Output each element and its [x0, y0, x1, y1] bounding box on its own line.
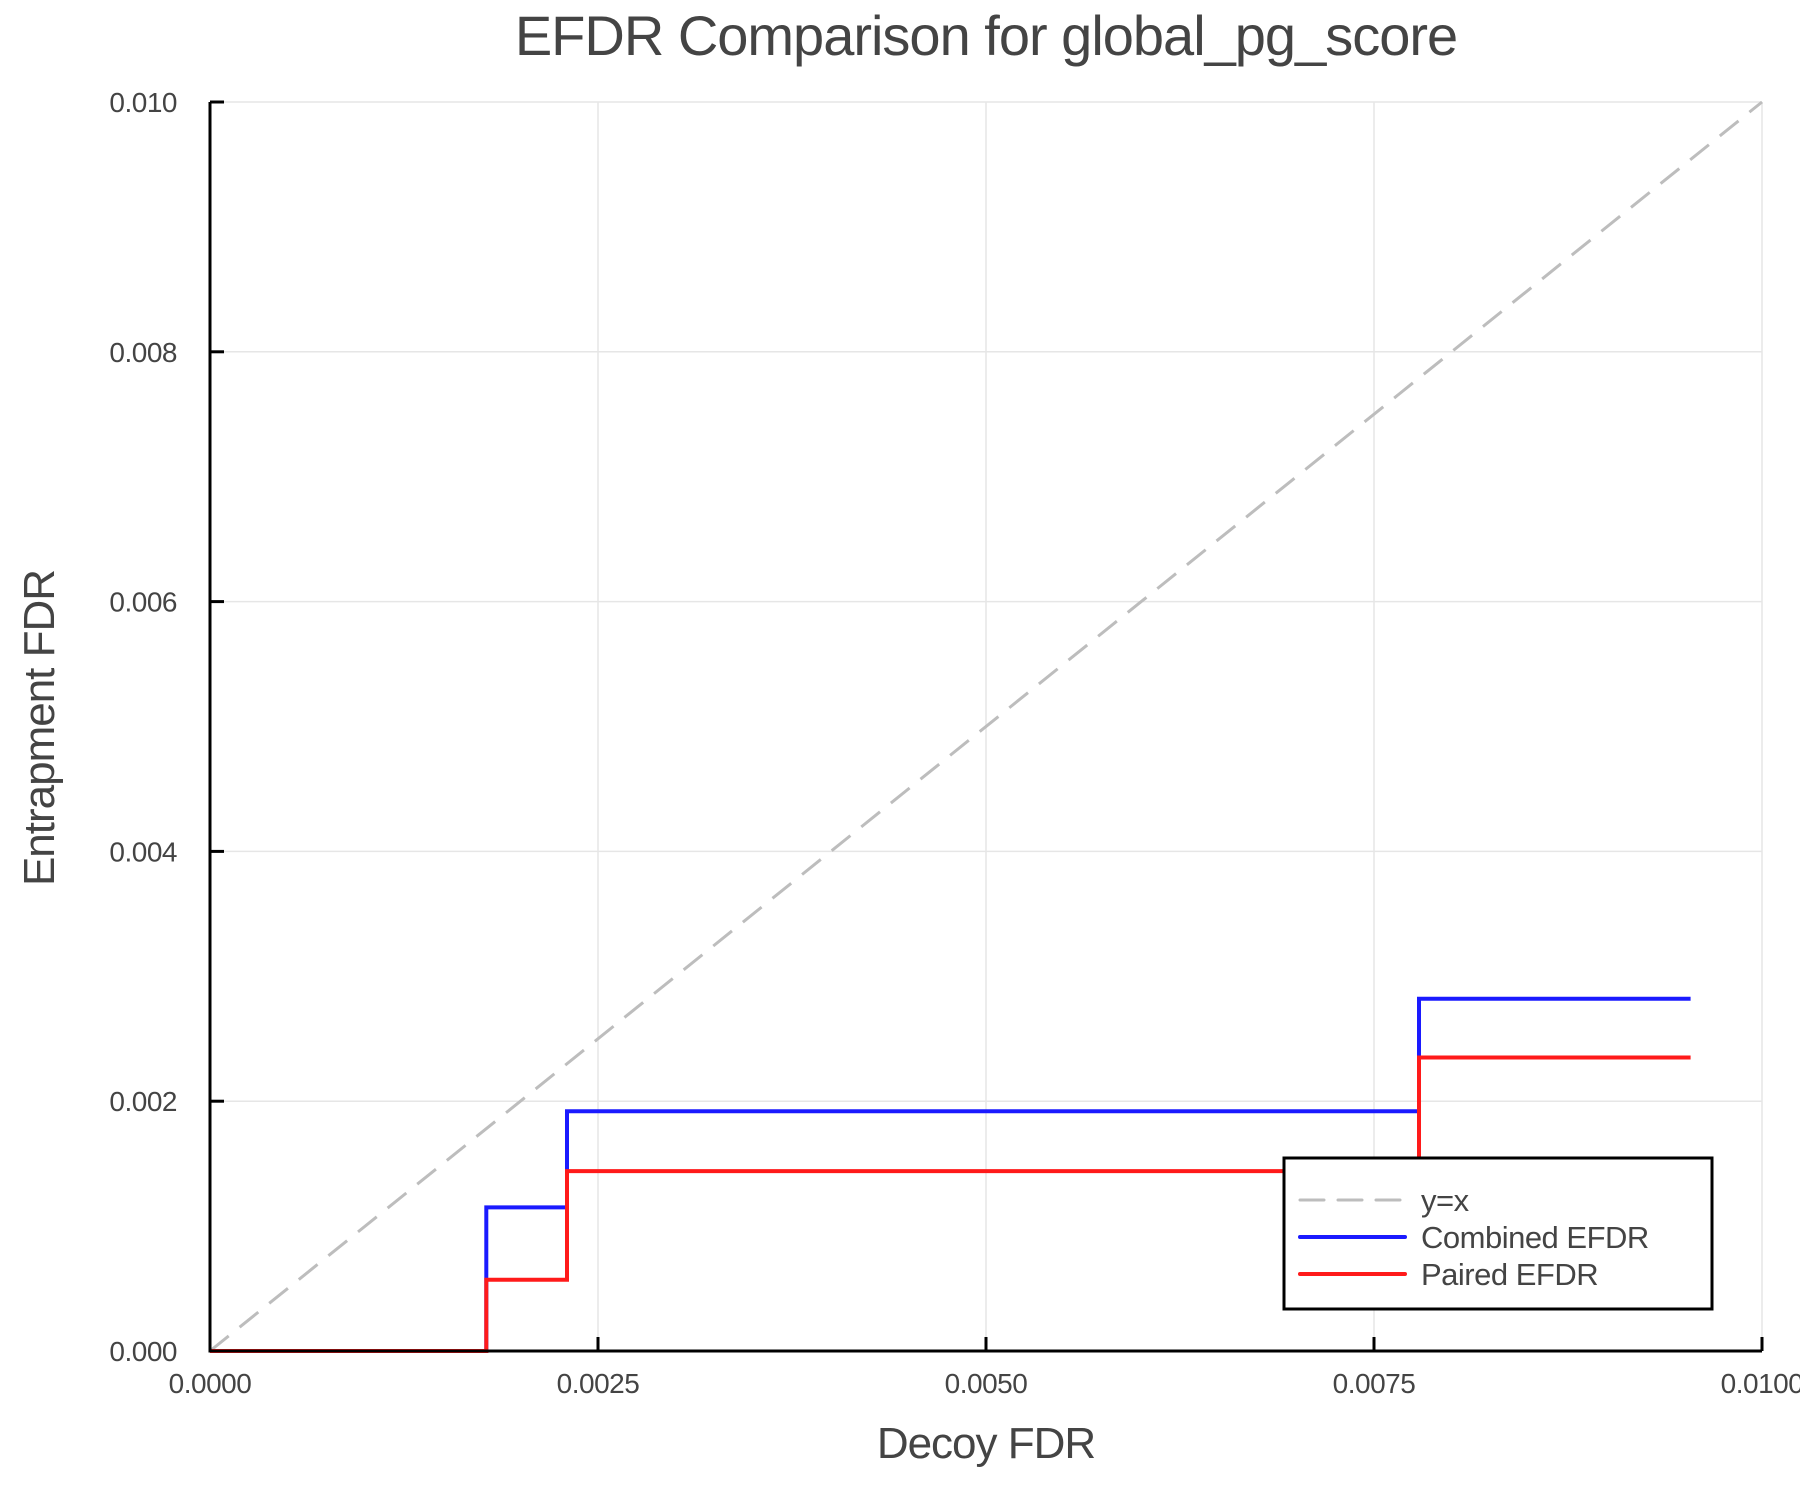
paired-efdr-line — [210, 1055, 1691, 1353]
y-tick-label: 0.006 — [109, 587, 177, 618]
chart-title: EFDR Comparison for global_pg_score — [515, 4, 1457, 67]
x-tick-label: 0.0075 — [1333, 1368, 1416, 1399]
x-tick-label: 0.0000 — [169, 1368, 252, 1399]
y-tick-label: 0.004 — [109, 836, 177, 867]
y-x-line — [209, 100, 1763, 1353]
x-tick-label: 0.0050 — [945, 1368, 1028, 1399]
x-tick-label: 0.0025 — [557, 1368, 640, 1399]
legend-label: y=x — [1421, 1183, 1470, 1218]
legend-label: Paired EFDR — [1421, 1257, 1598, 1292]
ticks: 0.0000 0.0025 0.0050 0.0075 0.0100 0.000 0.002… — [109, 87, 1800, 1399]
x-tick-label: 0.0100 — [1721, 1368, 1800, 1399]
legend-box — [1282, 1156, 1714, 1311]
y-tick-label: 0.000 — [109, 1336, 177, 1367]
y-tick-label: 0.002 — [109, 1086, 177, 1117]
x-axis-label: Decoy FDR — [877, 1419, 1095, 1468]
legend-label: Combined EFDR — [1421, 1220, 1649, 1255]
plot-series — [209, 100, 1763, 1353]
y-tick-label: 0.008 — [109, 337, 177, 368]
y-axis-label: Entrapment FDR — [15, 570, 64, 886]
y-tick-label: 0.010 — [109, 87, 177, 118]
